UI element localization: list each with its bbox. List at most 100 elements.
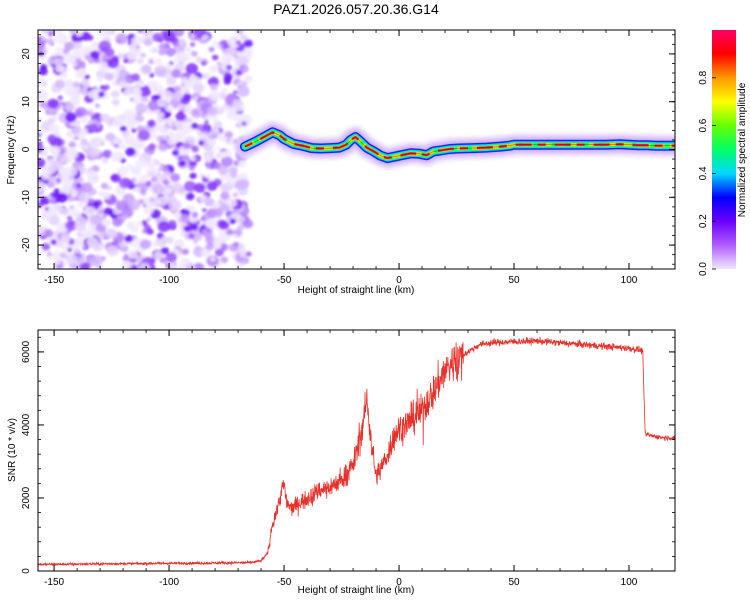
noise-blob <box>191 211 199 218</box>
snr-x-tick-label: 0 <box>396 577 402 588</box>
noise-blob <box>237 160 247 168</box>
noise-blob <box>188 165 196 171</box>
noise-blob <box>75 120 81 125</box>
noise-blob <box>118 177 132 189</box>
noise-blob <box>88 89 99 99</box>
noise-blob <box>204 72 211 78</box>
noise-blob <box>152 84 164 95</box>
spectrogram-x-tick-label: 0 <box>396 275 402 286</box>
noise-blob <box>175 112 186 122</box>
noise-blob <box>80 115 89 123</box>
noise-blob <box>51 250 63 261</box>
noise-blob <box>190 122 199 130</box>
noise-blob <box>151 253 157 258</box>
noise-blob <box>180 76 188 83</box>
noise-blob <box>117 166 129 177</box>
noise-blob <box>143 206 154 215</box>
noise-blob <box>75 183 82 189</box>
noise-blob <box>129 166 139 174</box>
noise-blob <box>117 52 125 59</box>
noise-blob <box>119 125 127 132</box>
noise-blob <box>146 217 152 222</box>
snr-ticks: -150 -100 -50 0 50 100 0 2000 4000 6000 <box>21 330 676 588</box>
noise-blob <box>115 33 128 45</box>
noise-blob <box>110 173 121 183</box>
noise-blob <box>41 168 50 176</box>
figure-title: PAZ1.2026.057.20.36.G14 <box>273 1 439 17</box>
noise-blob <box>159 112 165 118</box>
noise-blob <box>84 206 97 217</box>
noise-blob <box>124 234 134 243</box>
noise-blob <box>40 36 47 42</box>
noise-blob <box>172 149 180 157</box>
noise-blob <box>157 142 169 152</box>
snr-x-tick-label: -100 <box>159 577 179 588</box>
noise-blob <box>82 228 95 239</box>
noise-blob <box>44 216 50 221</box>
noise-blob <box>204 197 215 207</box>
noise-blob <box>143 38 153 46</box>
noise-blob <box>131 128 137 133</box>
noise-blob <box>183 181 197 192</box>
noise-blob <box>89 214 102 225</box>
noise-blob <box>220 256 229 264</box>
noise-blob <box>209 64 219 73</box>
noise-blob <box>136 58 144 64</box>
noise-blob <box>185 63 199 75</box>
noise-blob <box>225 138 231 143</box>
noise-blob <box>65 253 78 265</box>
noise-blob <box>74 58 82 64</box>
noise-blob <box>200 60 207 66</box>
noise-blob <box>174 211 183 219</box>
noise-blob <box>90 50 100 59</box>
noise-blob <box>211 54 219 61</box>
noise-blob <box>78 192 91 204</box>
noise-blob <box>74 220 87 232</box>
noise-blob <box>140 52 147 58</box>
noise-blob <box>105 132 116 142</box>
noise-blob <box>88 123 99 133</box>
noise-blob <box>67 167 78 176</box>
snr-x-axis-label: Height of straight line (km) <box>298 585 415 596</box>
noise-blob <box>212 103 218 108</box>
noise-blob <box>138 86 151 97</box>
noise-blob <box>212 134 218 139</box>
noise-blob <box>241 121 247 126</box>
noise-blob <box>65 112 77 123</box>
noise-blob <box>160 236 169 244</box>
noise-blob <box>39 196 50 205</box>
noise-blob <box>165 252 177 263</box>
noise-blob <box>67 197 73 202</box>
noise-blob <box>207 76 219 87</box>
noise-blob <box>71 192 77 198</box>
noise-blob <box>74 237 83 245</box>
noise-blob <box>38 128 47 135</box>
noise-blob <box>125 137 136 147</box>
colorbar-tick-label: 0.0 <box>698 262 709 276</box>
noise-blob <box>157 64 164 70</box>
noise-blob <box>173 119 186 130</box>
noise-blob <box>151 183 164 195</box>
noise-blob <box>162 170 171 179</box>
noise-blob <box>210 256 216 262</box>
noise-blob <box>245 251 252 257</box>
noise-blob <box>205 164 212 169</box>
noise-blob <box>43 229 54 238</box>
noise-blob <box>102 149 113 159</box>
noise-blob <box>38 39 45 51</box>
noise-blob <box>88 198 95 204</box>
noise-blob <box>243 75 253 83</box>
colorbar-gradient <box>712 30 736 269</box>
noise-blob <box>131 73 141 81</box>
noise-blob <box>148 143 156 150</box>
noise-blob <box>157 221 171 233</box>
noise-blob <box>58 156 68 164</box>
noise-blob <box>41 174 49 180</box>
noise-blob <box>94 103 100 108</box>
noise-blob <box>128 44 137 52</box>
noise-blob <box>216 212 222 217</box>
noise-blob <box>227 215 232 220</box>
noise-blob <box>96 263 102 269</box>
noise-blob <box>154 160 161 166</box>
